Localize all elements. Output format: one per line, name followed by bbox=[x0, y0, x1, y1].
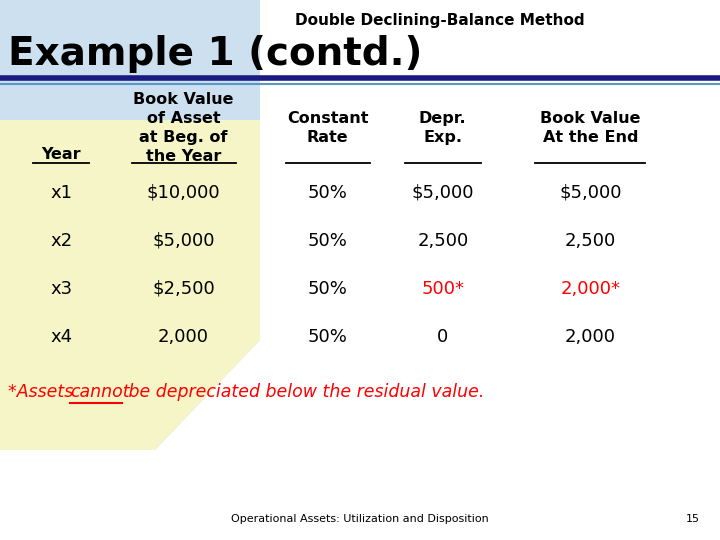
Text: of Asset: of Asset bbox=[147, 111, 220, 126]
Text: x1: x1 bbox=[50, 184, 72, 202]
Text: 2,500: 2,500 bbox=[417, 232, 469, 250]
Text: 50%: 50% bbox=[307, 184, 348, 202]
Text: Double Declining-Balance Method: Double Declining-Balance Method bbox=[295, 13, 585, 28]
Text: At the End: At the End bbox=[543, 130, 638, 145]
Text: $5,000: $5,000 bbox=[559, 184, 621, 202]
Text: 2,000: 2,000 bbox=[565, 328, 616, 346]
Text: Book Value: Book Value bbox=[540, 111, 641, 126]
Text: *Assets: *Assets bbox=[8, 383, 78, 401]
Text: $5,000: $5,000 bbox=[153, 232, 215, 250]
Text: 50%: 50% bbox=[307, 328, 348, 346]
Text: Year: Year bbox=[41, 147, 81, 162]
Text: x3: x3 bbox=[50, 280, 72, 298]
Text: 15: 15 bbox=[686, 514, 700, 524]
Text: 2,000: 2,000 bbox=[158, 328, 209, 346]
Text: be depreciated below the residual value.: be depreciated below the residual value. bbox=[123, 383, 485, 401]
Text: 50%: 50% bbox=[307, 280, 348, 298]
Text: at Beg. of: at Beg. of bbox=[140, 130, 228, 145]
Text: cannot: cannot bbox=[70, 383, 130, 401]
Text: 50%: 50% bbox=[307, 232, 348, 250]
Text: $2,500: $2,500 bbox=[152, 280, 215, 298]
Text: $10,000: $10,000 bbox=[147, 184, 220, 202]
Text: 2,000*: 2,000* bbox=[560, 280, 621, 298]
Text: 2,500: 2,500 bbox=[564, 232, 616, 250]
Text: x4: x4 bbox=[50, 328, 72, 346]
Text: Book Value: Book Value bbox=[133, 92, 234, 107]
Polygon shape bbox=[0, 0, 260, 450]
Text: Operational Assets: Utilization and Disposition: Operational Assets: Utilization and Disp… bbox=[231, 514, 489, 524]
Text: Rate: Rate bbox=[307, 130, 348, 145]
Text: Depr.: Depr. bbox=[419, 111, 467, 126]
Text: 0: 0 bbox=[437, 328, 449, 346]
Text: 500*: 500* bbox=[421, 280, 464, 298]
Text: the Year: the Year bbox=[146, 149, 221, 164]
Text: $5,000: $5,000 bbox=[412, 184, 474, 202]
Text: Example 1 (contd.): Example 1 (contd.) bbox=[8, 35, 423, 73]
Text: Exp.: Exp. bbox=[423, 130, 462, 145]
Text: Constant: Constant bbox=[287, 111, 369, 126]
Text: x2: x2 bbox=[50, 232, 72, 250]
Polygon shape bbox=[0, 120, 260, 450]
